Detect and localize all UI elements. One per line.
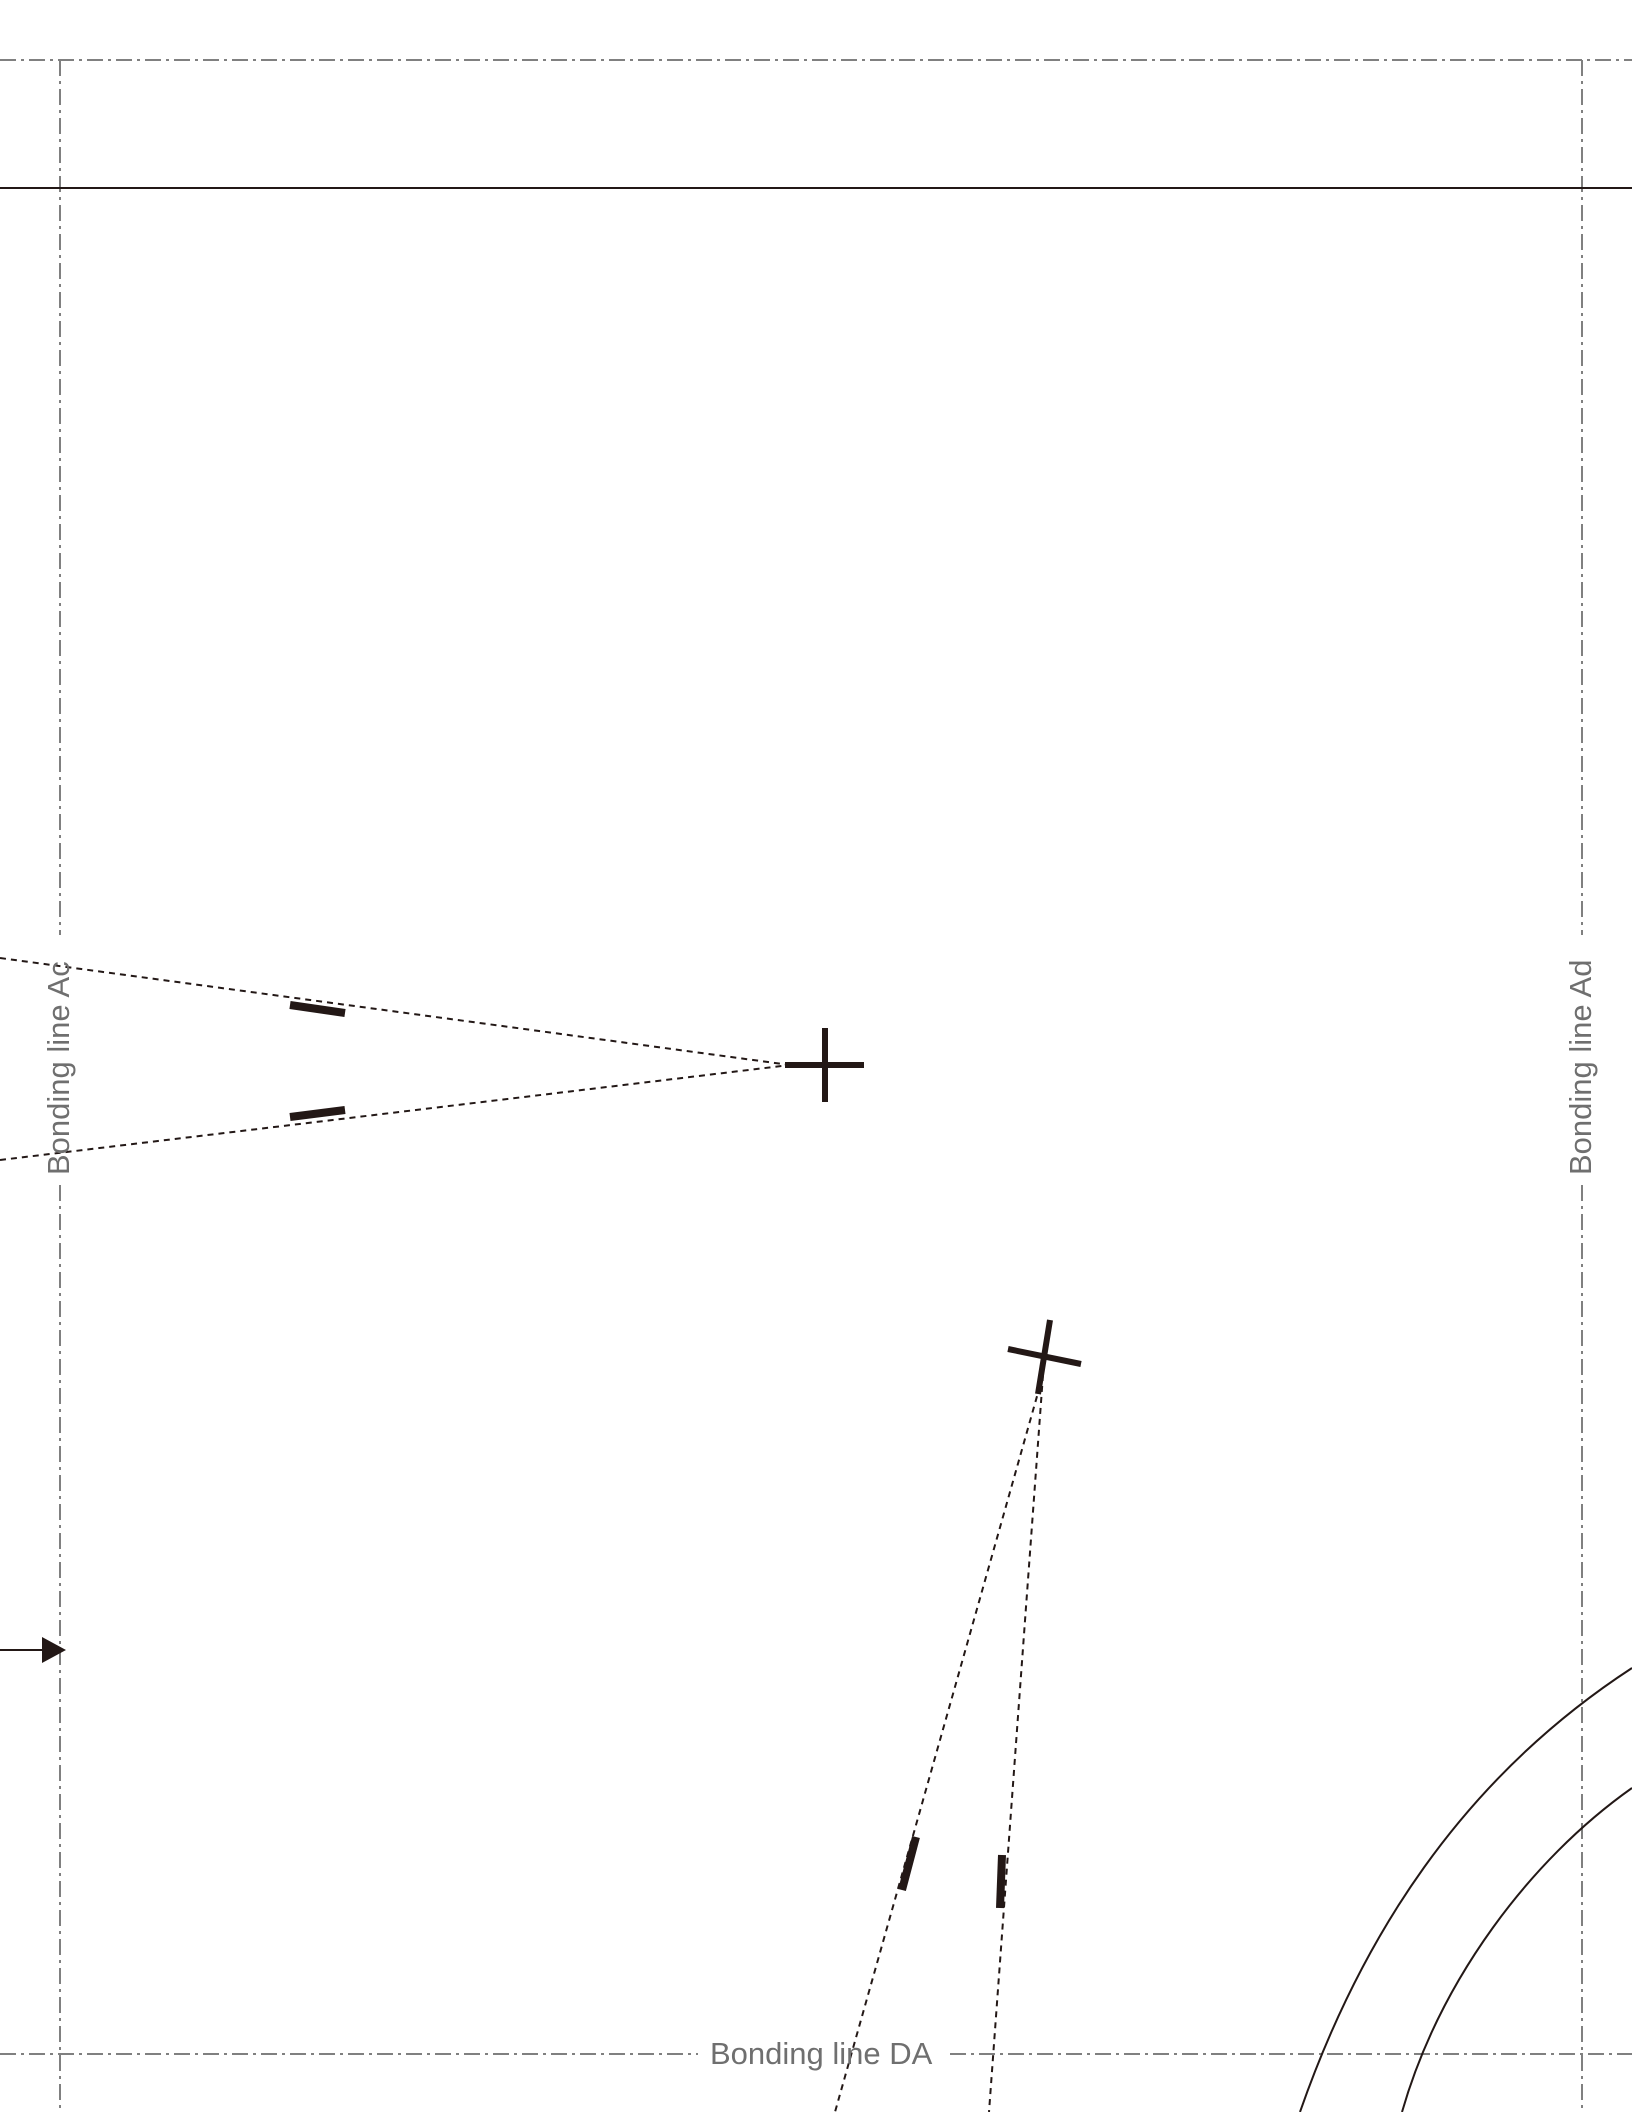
bonding-line-left-label: Bonding line Ac xyxy=(41,961,76,1175)
grain-arrow-head xyxy=(42,1637,66,1663)
curve-inner xyxy=(1401,1787,1632,2112)
curve-outer xyxy=(1299,1667,1632,2112)
cross-mark-lower xyxy=(1007,1319,1082,1395)
cross-mark-left xyxy=(785,1028,864,1102)
dart-leg-right-lower xyxy=(988,1374,1044,2112)
dart-leg-lower-left xyxy=(0,1064,791,1161)
bonding-line-right-label: Bonding line Ad xyxy=(1563,960,1598,1175)
notch-mark-lower-b xyxy=(996,1854,1006,1909)
dart-leg-left-lower xyxy=(834,1374,1044,2112)
dart-leg-upper-left xyxy=(0,957,791,1066)
bonding-line-bottom-label: Bonding line DA xyxy=(710,2036,933,2071)
notch-mark-lower-left xyxy=(289,1106,346,1121)
notch-mark-lower-a xyxy=(898,1835,920,1892)
notch-mark-upper-left xyxy=(289,1001,346,1017)
